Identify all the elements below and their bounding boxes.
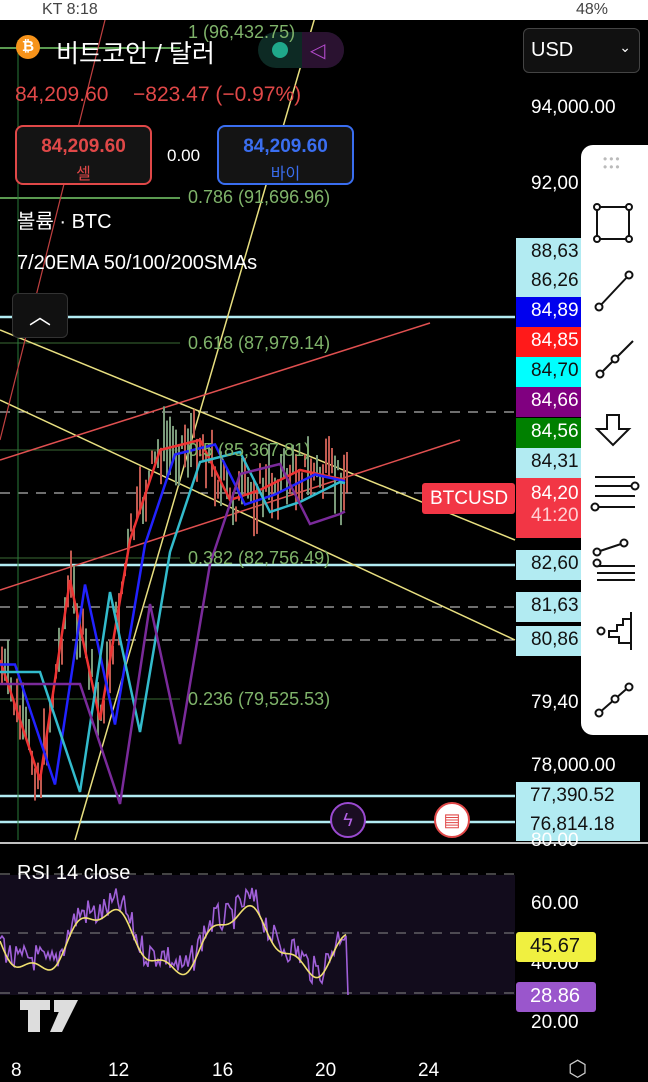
moving-averages bbox=[0, 438, 346, 805]
time-axis-label: 24 bbox=[418, 1060, 440, 1081]
rsi-line bbox=[0, 887, 349, 996]
current-price: 84,20 bbox=[531, 483, 579, 504]
parallel-channel-icon[interactable] bbox=[590, 476, 640, 512]
trend-line bbox=[0, 439, 461, 591]
bar-countdown: 41:20 bbox=[531, 505, 579, 526]
fib-level: 0.236 (79,525.53) bbox=[188, 689, 331, 709]
price-axis-label: 92,00 bbox=[531, 173, 579, 194]
rsi-band bbox=[0, 875, 515, 995]
chevron-up-icon: ︿ bbox=[28, 304, 51, 329]
volume-profile-icon[interactable] bbox=[596, 612, 632, 650]
sell-label: 셀 bbox=[76, 166, 91, 183]
fib-level: 1 (96,432.75) bbox=[188, 22, 296, 42]
sell-price: 84,209.60 bbox=[41, 136, 126, 157]
time-axis-label: 16 bbox=[212, 1060, 234, 1081]
buy-price: 84,209.60 bbox=[243, 136, 328, 157]
collapse-legend-button[interactable]: ︿ bbox=[12, 293, 68, 338]
fib-level: 0.618 (87,979.14) bbox=[188, 333, 331, 353]
sell-button[interactable]: 84,209.60 셀 bbox=[15, 125, 152, 185]
buy-label: 바이 bbox=[270, 166, 301, 183]
us-flag-icon[interactable]: ▤ bbox=[434, 802, 470, 838]
price-chart[interactable] bbox=[0, 20, 648, 1080]
price-axis-label: 78,000.00 bbox=[531, 755, 616, 776]
rsi-axis-label: 80.00 bbox=[531, 830, 579, 851]
chevron-down-icon: ⌄ bbox=[619, 39, 631, 55]
moving-average-line bbox=[0, 462, 346, 805]
moving-average-line bbox=[0, 443, 346, 785]
rsi-legend[interactable]: RSI 14 close bbox=[17, 862, 131, 884]
last-price: 84,209.60 bbox=[15, 83, 109, 106]
time-axis-label: 8 bbox=[11, 1060, 22, 1081]
fib-level: 0.5 (85,367.81) bbox=[188, 440, 311, 460]
rsi-value: 28.86 bbox=[516, 982, 596, 1012]
rectangle-icon[interactable] bbox=[593, 203, 633, 243]
price-change: −823.47 (−0.97%) bbox=[133, 83, 302, 106]
volume-legend[interactable]: 볼륨 · BTC bbox=[17, 211, 112, 233]
symbol-price-label: BTCUSD bbox=[422, 483, 515, 514]
market-open-icon bbox=[272, 42, 288, 58]
trend-line-icon[interactable] bbox=[594, 270, 634, 312]
status-toggle[interactable]: ◁ bbox=[258, 32, 344, 68]
rsi-ma-value: 45.67 bbox=[516, 932, 596, 962]
buy-button[interactable]: 84,209.60 바이 bbox=[217, 125, 354, 185]
arrow-down-icon[interactable] bbox=[594, 414, 632, 447]
lightning-icon[interactable]: ϟ bbox=[330, 802, 366, 838]
rsi-pane bbox=[0, 887, 349, 996]
trend-line bbox=[0, 322, 431, 461]
drawing-toolbar: ••• ••• bbox=[581, 145, 648, 735]
candles bbox=[1, 406, 348, 801]
price-axis-label: 79,40 bbox=[531, 692, 579, 713]
trend-line bbox=[0, 20, 106, 441]
rsi-axis-label: 20.00 bbox=[531, 1012, 579, 1033]
share-icon: ◁ bbox=[310, 40, 326, 62]
price-tag: 77,390.52 bbox=[516, 782, 640, 812]
fib-level: 0.786 (91,696.96) bbox=[188, 187, 331, 207]
price-axis-label: 94,000.00 bbox=[531, 97, 616, 118]
fib-retracement-icon[interactable] bbox=[592, 538, 636, 581]
drag-handle-icon[interactable]: ••• ••• bbox=[603, 152, 622, 174]
price-tag: 76,814.18 bbox=[516, 811, 640, 841]
rsi-ma-line bbox=[0, 904, 347, 979]
currency-select[interactable]: USD ⌄ bbox=[523, 28, 640, 73]
ray-icon[interactable] bbox=[595, 340, 634, 379]
time-axis-label: 20 bbox=[315, 1060, 337, 1081]
status-bar: KT 8:18 48% bbox=[0, 0, 648, 20]
rsi-axis-label: 60.00 bbox=[531, 893, 579, 914]
path-icon[interactable] bbox=[594, 682, 634, 718]
ma-legend[interactable]: 7/20EMA 50/100/200SMAs bbox=[17, 252, 258, 274]
time-axis-label: 12 bbox=[108, 1060, 130, 1081]
moving-average-line bbox=[0, 450, 346, 793]
battery: 48% bbox=[575, 1, 608, 18]
symbol-title[interactable]: 비트코인 / 달러 bbox=[56, 40, 215, 68]
carrier-time: KT 8:18 bbox=[42, 1, 98, 18]
bitcoin-icon: ₿ bbox=[16, 35, 40, 59]
currency-value: USD bbox=[531, 39, 574, 61]
fib-level: 0.382 (82,756.49) bbox=[188, 548, 331, 568]
settings-gear-icon[interactable]: ⬡ bbox=[568, 1056, 588, 1081]
tradingview-logo bbox=[20, 1000, 78, 1032]
spread: 0.00 bbox=[167, 146, 201, 165]
